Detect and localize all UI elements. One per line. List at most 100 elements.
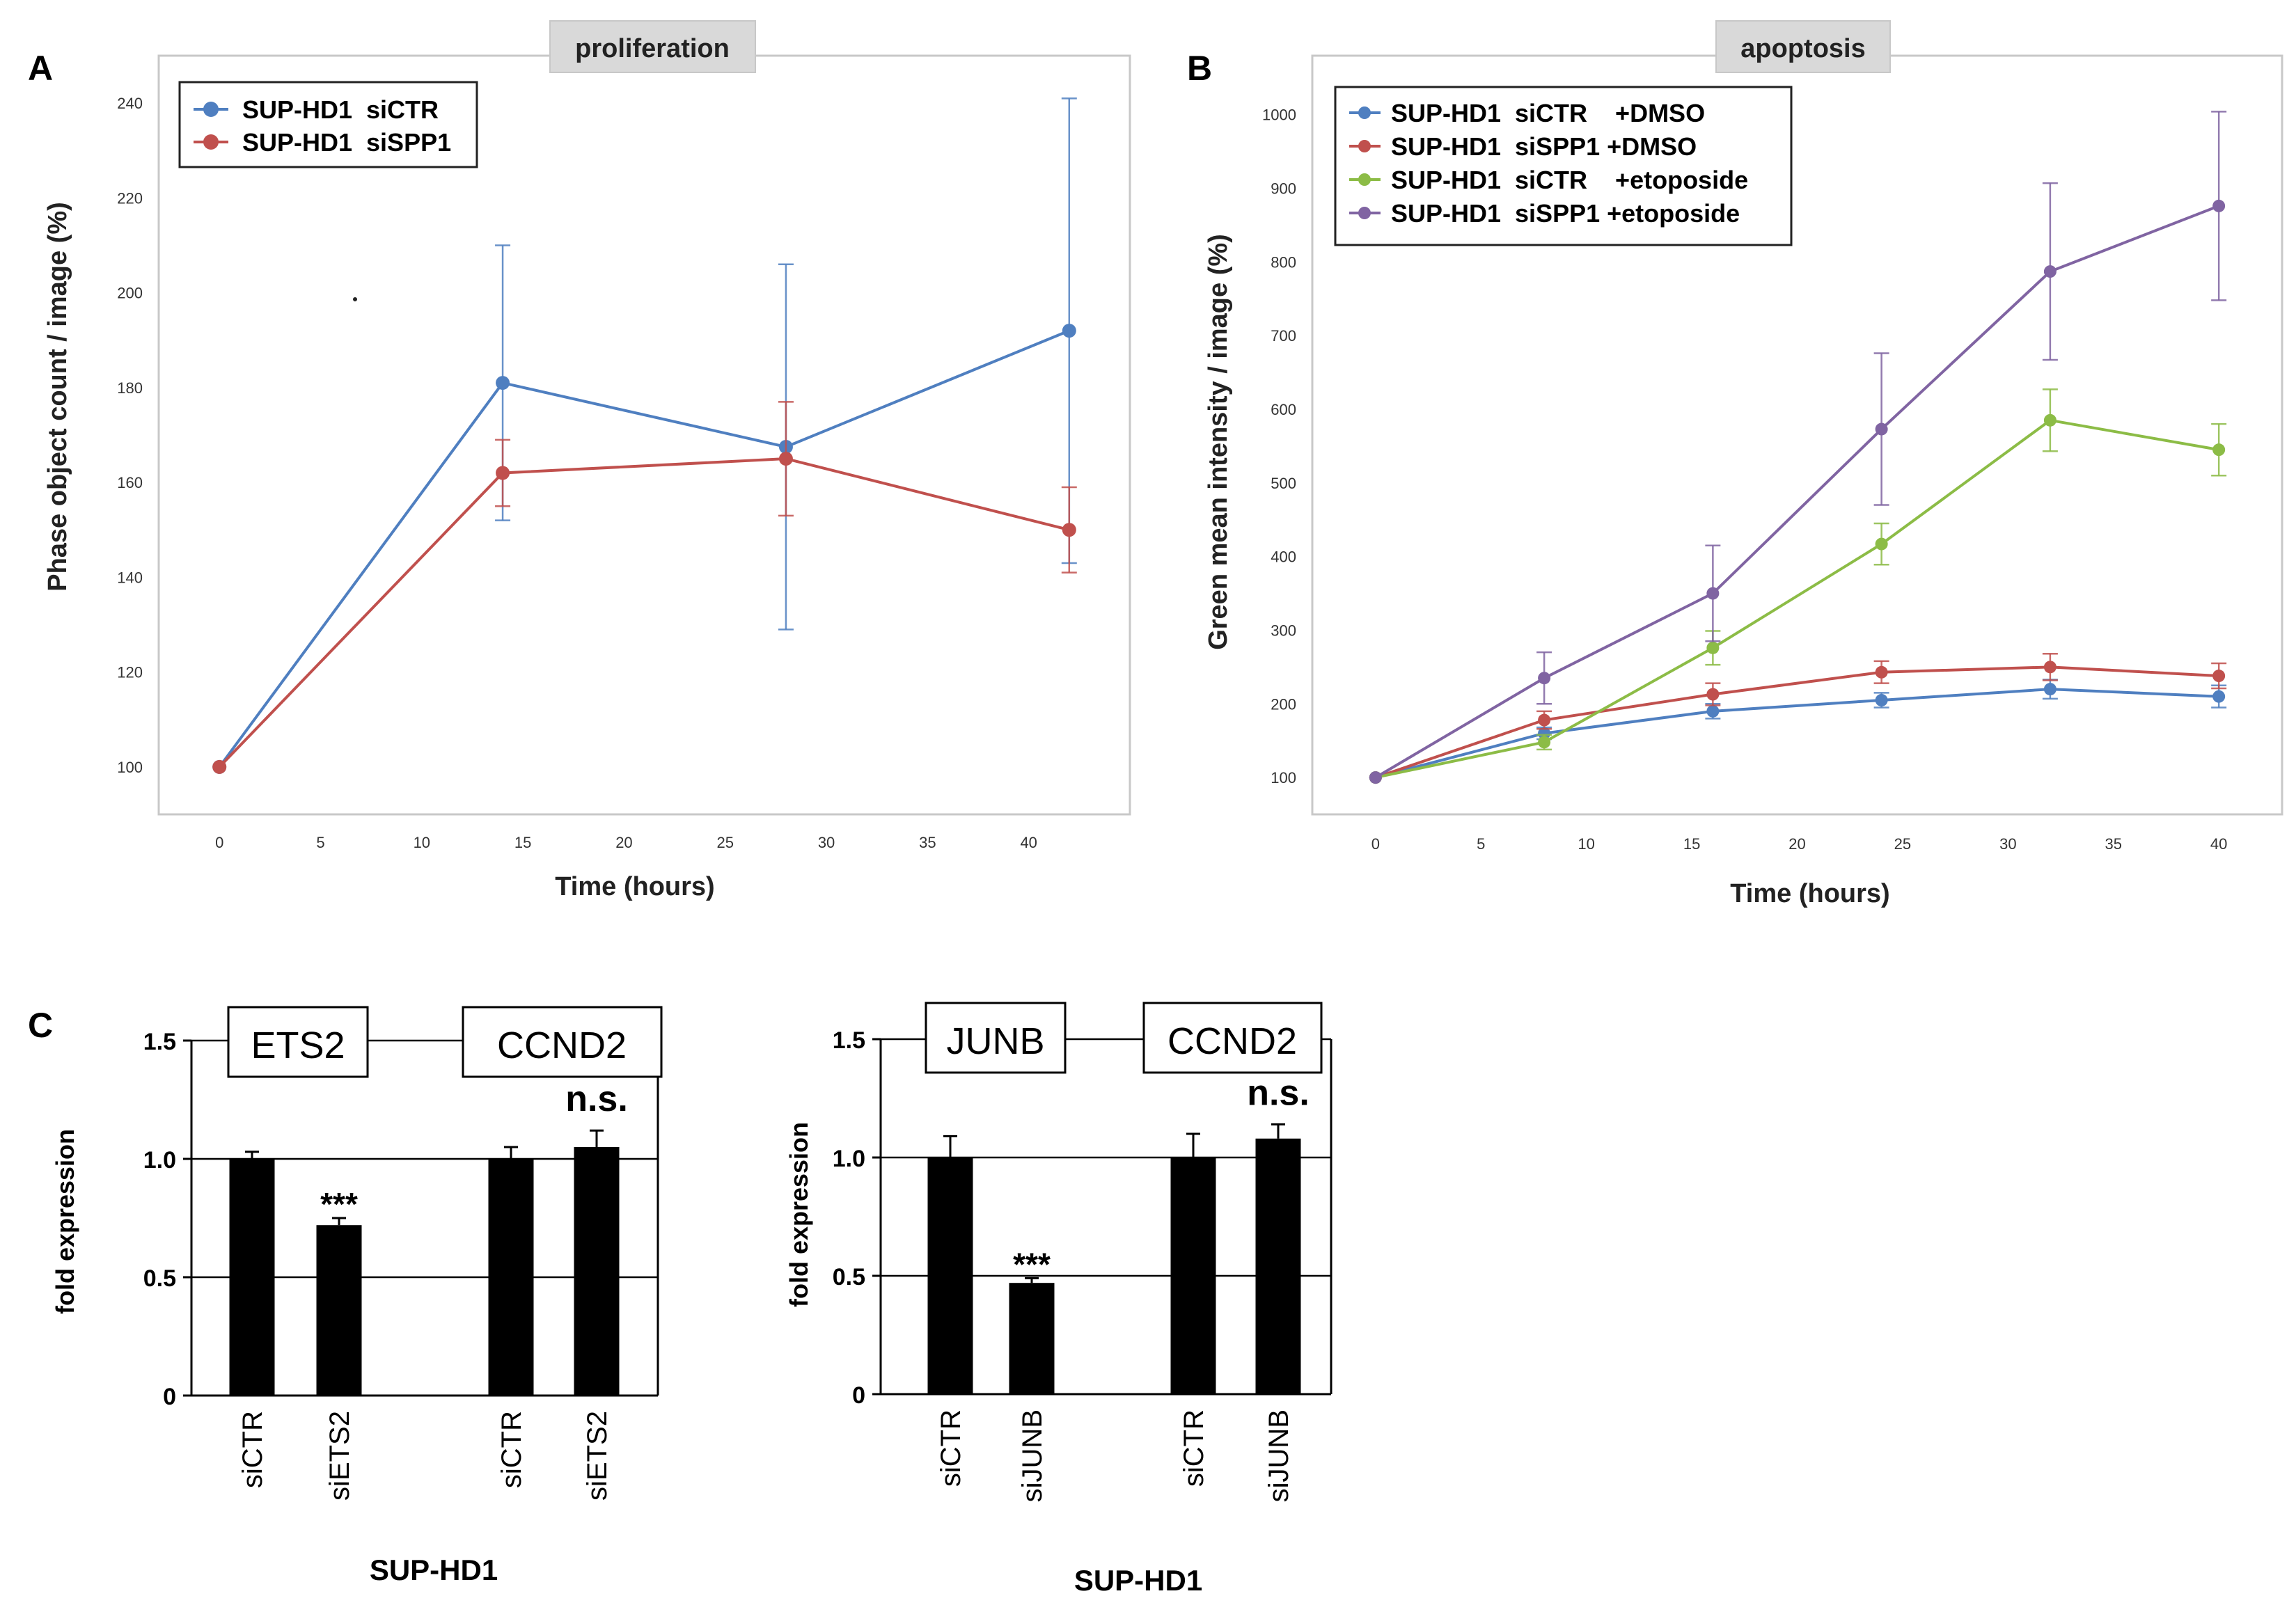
b-series-0-line <box>1375 688 2219 780</box>
b-y-tick-8: 900 <box>1271 180 1296 197</box>
c1-significance-1: n.s. <box>565 1079 628 1119</box>
b-series-3-point-4 <box>2043 265 2057 278</box>
panel-letter-b: B <box>1187 49 1212 88</box>
panel-letter-c: C <box>28 1006 53 1045</box>
c1-category-label-0: siCTR <box>237 1411 268 1488</box>
b-series-3-line <box>1374 205 2219 779</box>
b-x-tick-3: 15 <box>1683 835 1700 853</box>
b-series-2-point-5 <box>2212 443 2226 457</box>
panel-a-series <box>212 97 1077 774</box>
panel-b-x-axis-label: Time (hours) <box>1730 879 1889 908</box>
c2-y-tick-1: 0.5 <box>833 1264 865 1290</box>
a-series-0-line <box>218 329 1070 768</box>
c1-category-label-2: siCTR <box>496 1411 527 1488</box>
c1-y-axis-label: fold expression <box>51 1129 79 1314</box>
a-x-tick-3: 15 <box>514 834 531 851</box>
b-series-1-point-5 <box>2212 670 2226 683</box>
c1-group-label-1: ETS2 <box>251 1025 345 1066</box>
b-series-1-point-4 <box>2043 661 2057 674</box>
c2-bar-0 <box>927 1157 973 1394</box>
panel-a-y-ticks: 100 120 140 160 180 200 220 240 <box>117 95 143 776</box>
c2-category-label-0: siCTR <box>936 1409 966 1487</box>
c1-category-label-3: siETS2 <box>582 1411 613 1501</box>
c2-group-box-1 <box>925 1002 1067 1074</box>
a-series-1-point-3 <box>1062 523 1076 537</box>
b-x-tick-6: 30 <box>1999 835 2016 853</box>
panel-a-x-ticks: 0 5 10 15 20 25 30 35 40 <box>215 834 1037 851</box>
b-y-tick-1: 200 <box>1271 695 1296 713</box>
a-series-1-point-2 <box>778 452 793 466</box>
legend-a-marker-2 <box>203 134 219 150</box>
a-y-tick-6: 220 <box>117 189 143 207</box>
b-series-0-point-2 <box>1706 704 1720 718</box>
c1-y-tick-0: 0 <box>163 1384 176 1410</box>
legend-b-marker-1 <box>1358 106 1371 119</box>
c1-y-tick-3: 1.5 <box>143 1029 176 1055</box>
b-y-tick-2: 300 <box>1271 622 1296 639</box>
legend-b-label-3: SUP-HD1 siCTR +etoposide <box>1391 166 1748 194</box>
b-y-tick-5: 600 <box>1271 401 1296 418</box>
c1-category-label-1: siETS2 <box>324 1411 355 1501</box>
a-x-tick-8: 40 <box>1020 834 1037 851</box>
a-x-tick-6: 30 <box>818 834 835 851</box>
legend-a-label-2: SUP-HD1 siSPP1 <box>242 128 451 157</box>
a-x-tick-1: 5 <box>316 834 324 851</box>
panel-b-title: apoptosis <box>1740 34 1865 63</box>
c2-x-axis-label: SUP-HD1 <box>1074 1564 1202 1597</box>
c2-bar-3 <box>1255 1138 1301 1394</box>
b-x-tick-4: 20 <box>1788 835 1805 853</box>
panel-a-title: proliferation <box>575 34 730 63</box>
panel-b: apoptosis 0 5 10 15 20 25 30 35 40 100 200 300 400 5… <box>1204 20 2283 908</box>
c1-x-axis-label: SUP-HD1 <box>370 1554 498 1586</box>
b-series-3-point-1 <box>1538 672 1551 685</box>
c1-group-label-2: CCND2 <box>497 1025 627 1066</box>
b-y-tick-7: 800 <box>1271 253 1296 271</box>
b-series-1-line <box>1375 665 2219 779</box>
c1-y-tick-2: 1.0 <box>143 1147 176 1174</box>
panel-c1-bars: siCTR siETS2 siCTR siETS2 *** n.s. <box>229 1079 628 1501</box>
panel-b-legend: SUP-HD1 siCTR +DMSO SUP-HD1 siSPP1 +DMSO… <box>1334 86 1793 246</box>
panel-b-title-box <box>1715 20 1891 73</box>
a-x-tick-5: 25 <box>717 834 734 851</box>
b-y-tick-6: 700 <box>1271 327 1296 345</box>
b-series-2-point-4 <box>2043 413 2057 427</box>
c2-category-label-2: siCTR <box>1179 1409 1209 1487</box>
panel-a-frame <box>157 54 1131 816</box>
a-series-0-point-1 <box>496 376 510 390</box>
legend-b-marker-3 <box>1358 173 1371 186</box>
a-y-tick-2: 140 <box>117 569 143 586</box>
c2-bar-2 <box>1170 1157 1216 1394</box>
a-y-tick-3: 160 <box>117 474 143 491</box>
b-series-1-point-3 <box>1875 665 1888 679</box>
legend-b-marker-4 <box>1358 207 1371 219</box>
b-series-3-point-0 <box>1369 771 1382 784</box>
a-y-tick-5: 200 <box>117 285 143 302</box>
legend-b-label-4: SUP-HD1 siSPP1 +etoposide <box>1391 199 1740 228</box>
b-x-tick-5: 25 <box>1894 835 1911 853</box>
b-series-2-point-1 <box>1538 736 1551 749</box>
legend-b-label-1: SUP-HD1 siCTR +DMSO <box>1391 99 1705 127</box>
c2-y-axis-label: fold expression <box>785 1122 813 1307</box>
b-series-2-line <box>1375 418 2219 780</box>
b-series-0-point-1 <box>1538 727 1551 740</box>
legend-b-label-2: SUP-HD1 siSPP1 +DMSO <box>1391 132 1697 161</box>
b-series-2-point-3 <box>1875 537 1888 551</box>
panel-b-y-ticks: 100 200 300 400 500 600 700 800 900 1000 <box>1262 106 1296 787</box>
c1-group-box-1 <box>227 1006 369 1078</box>
a-x-tick-4: 20 <box>615 834 632 851</box>
b-series-2-point-2 <box>1706 641 1720 654</box>
c2-significance-1: n.s. <box>1247 1073 1310 1113</box>
panel-c2: 0 0.5 1.0 1.5 siCTR siJUNB siCTR siJUNB *** n.s.… <box>785 1002 1332 1597</box>
panel-a-y-axis-label: Phase object count / image (%) <box>43 202 72 592</box>
b-y-tick-4: 500 <box>1271 475 1296 492</box>
legend-a-label-1: SUP-HD1 siCTR <box>242 95 439 124</box>
panel-a-title-box <box>549 20 756 73</box>
b-series-3-point-5 <box>2212 199 2226 212</box>
b-x-tick-8: 40 <box>2210 835 2227 853</box>
panel-b-y-axis-label: Green mean intensity / image (%) <box>1204 234 1233 650</box>
a-y-tick-0: 100 <box>117 759 143 776</box>
b-series-1-point-2 <box>1706 688 1720 701</box>
c1-group-box-2 <box>462 1006 663 1078</box>
c2-group-label-1: JUNB <box>946 1020 1044 1062</box>
